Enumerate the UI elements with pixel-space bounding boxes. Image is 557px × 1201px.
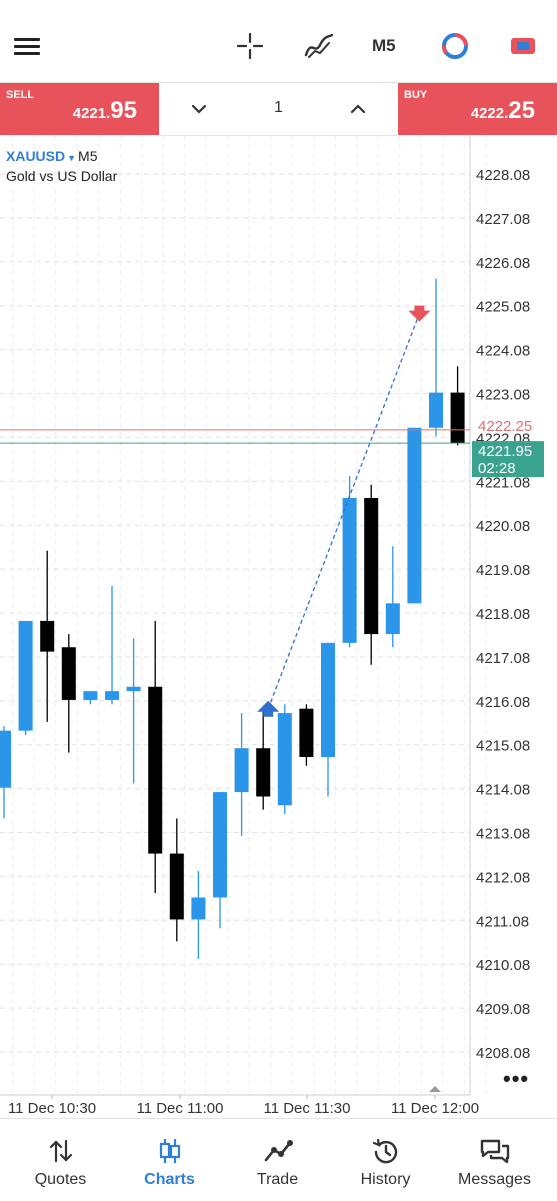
bottom-navigation: Quotes Charts Trade History Messages xyxy=(0,1118,557,1201)
x-tick-label: 11 Dec 12:00 xyxy=(391,1100,479,1117)
chart-color-icon[interactable] xyxy=(506,30,540,62)
more-options-icon[interactable]: ••• xyxy=(503,1066,530,1091)
candle-body xyxy=(126,686,141,692)
y-tick-label: 4223.08 xyxy=(476,387,530,404)
buy-price: 4222.25 xyxy=(470,97,535,124)
y-tick-label: 4224.08 xyxy=(476,343,530,360)
history-icon xyxy=(330,1137,441,1167)
chart-timeframe-label: M5 xyxy=(78,148,98,164)
y-tick-label: 4228.08 xyxy=(476,167,530,184)
nav-quotes[interactable]: Quotes xyxy=(5,1119,116,1201)
candle-body xyxy=(0,730,11,788)
sell-price: 4221.95 xyxy=(72,97,137,124)
sell-button[interactable]: SELL 4221.95 xyxy=(0,83,159,135)
candle-body xyxy=(40,620,55,652)
y-tick-label: 4211.08 xyxy=(476,913,529,930)
y-tick-label: 4217.08 xyxy=(476,650,530,667)
trade-line xyxy=(267,313,421,709)
nav-history[interactable]: History xyxy=(330,1119,441,1201)
candle-body xyxy=(213,792,227,898)
candle-body xyxy=(277,713,292,806)
nav-messages-label: Messages xyxy=(458,1171,531,1188)
one-click-trading-panel: SELL 4221.95 1 BUY 4222.25 xyxy=(0,83,557,136)
increase-volume-icon[interactable] xyxy=(348,99,368,119)
price-chart[interactable]: 4228.08 4227.08 4226.08 4225.08 4224.08 4223.… xyxy=(0,135,557,1118)
x-tick-label: 11 Dec 10:30 xyxy=(8,1100,96,1117)
indicators-icon[interactable] xyxy=(302,30,336,62)
symbol-name: XAUUSD xyxy=(6,148,66,164)
candle-body xyxy=(234,748,249,793)
symbol-description: Gold vs US Dollar xyxy=(6,168,118,184)
y-tick-label: 4218.08 xyxy=(476,606,530,623)
candle-body xyxy=(256,748,271,797)
x-tick-label: 11 Dec 11:30 xyxy=(263,1100,350,1117)
candle-body xyxy=(169,853,184,920)
candle-body xyxy=(191,897,206,920)
bid-label-bg xyxy=(472,441,544,478)
y-tick-label: 4225.08 xyxy=(476,299,530,316)
candle-body xyxy=(61,647,76,700)
nav-quotes-label: Quotes xyxy=(34,1171,87,1188)
decrease-volume-icon[interactable] xyxy=(189,99,209,119)
y-tick-label: 4210.08 xyxy=(476,957,530,974)
sell-arrow-icon xyxy=(408,305,431,322)
y-tick-label: 4215.08 xyxy=(476,738,530,755)
top-toolbar: M5 xyxy=(0,0,557,83)
sell-label: SELL xyxy=(6,89,35,101)
buy-label: BUY xyxy=(404,89,428,101)
candle-body xyxy=(407,427,422,604)
y-tick-label: 4213.08 xyxy=(476,826,530,843)
buy-button[interactable]: BUY 4222.25 xyxy=(398,83,557,135)
y-tick-label: 4219.08 xyxy=(476,562,530,579)
quotes-icon xyxy=(5,1137,116,1167)
nav-trade[interactable]: Trade xyxy=(222,1119,333,1201)
nav-charts-label: Charts xyxy=(144,1171,195,1188)
scroll-marker-icon xyxy=(429,1086,441,1092)
objects-icon[interactable] xyxy=(438,30,472,62)
chart-symbol[interactable]: XAUUSD ▼ M5 xyxy=(6,148,98,164)
candle-body xyxy=(83,691,98,700)
y-tick-label: 4220.08 xyxy=(476,518,530,535)
candle-body xyxy=(450,392,465,444)
volume-control: 1 xyxy=(159,83,398,136)
ask-price-label: 4222.25 xyxy=(478,418,532,435)
candle-body xyxy=(18,620,33,731)
crosshair-icon[interactable] xyxy=(234,30,266,62)
nav-messages[interactable]: Messages xyxy=(439,1119,550,1201)
charts-icon xyxy=(114,1137,225,1167)
nav-trade-label: Trade xyxy=(256,1171,299,1188)
timeframe-button[interactable]: M5 xyxy=(372,36,396,55)
candle-countdown: 02:28 xyxy=(478,460,516,477)
y-tick-label: 4214.08 xyxy=(476,782,530,799)
y-tick-label: 4208.08 xyxy=(476,1045,530,1062)
volume-value[interactable]: 1 xyxy=(274,99,283,116)
nav-history-label: History xyxy=(360,1171,411,1188)
y-tick-label: 4212.08 xyxy=(476,869,530,886)
candle-body xyxy=(105,691,119,700)
candle-body xyxy=(321,642,335,757)
hamburger-icon[interactable] xyxy=(14,38,40,56)
candle-body xyxy=(429,392,443,428)
trade-icon xyxy=(222,1137,333,1167)
candle-body xyxy=(364,497,379,635)
candle-body xyxy=(385,603,400,635)
y-tick-label: 4227.08 xyxy=(476,211,530,228)
candle-body xyxy=(299,708,314,757)
candle-body xyxy=(342,497,357,643)
candle-body xyxy=(148,686,163,854)
nav-charts[interactable]: Charts xyxy=(114,1119,225,1201)
y-tick-label: 4226.08 xyxy=(476,255,530,272)
ask-label-bg xyxy=(474,420,544,432)
y-tick-label: 4221.08 xyxy=(476,474,530,491)
y-tick-label: 4209.08 xyxy=(476,1001,530,1018)
messages-icon xyxy=(439,1137,550,1167)
bid-price-label: 4221.95 xyxy=(478,443,532,460)
y-tick-label: 4216.08 xyxy=(476,694,530,711)
x-tick-label: 11 Dec 11:00 xyxy=(136,1100,223,1117)
symbol-dropdown-icon: ▼ xyxy=(67,153,77,163)
buy-arrow-icon xyxy=(257,700,280,717)
